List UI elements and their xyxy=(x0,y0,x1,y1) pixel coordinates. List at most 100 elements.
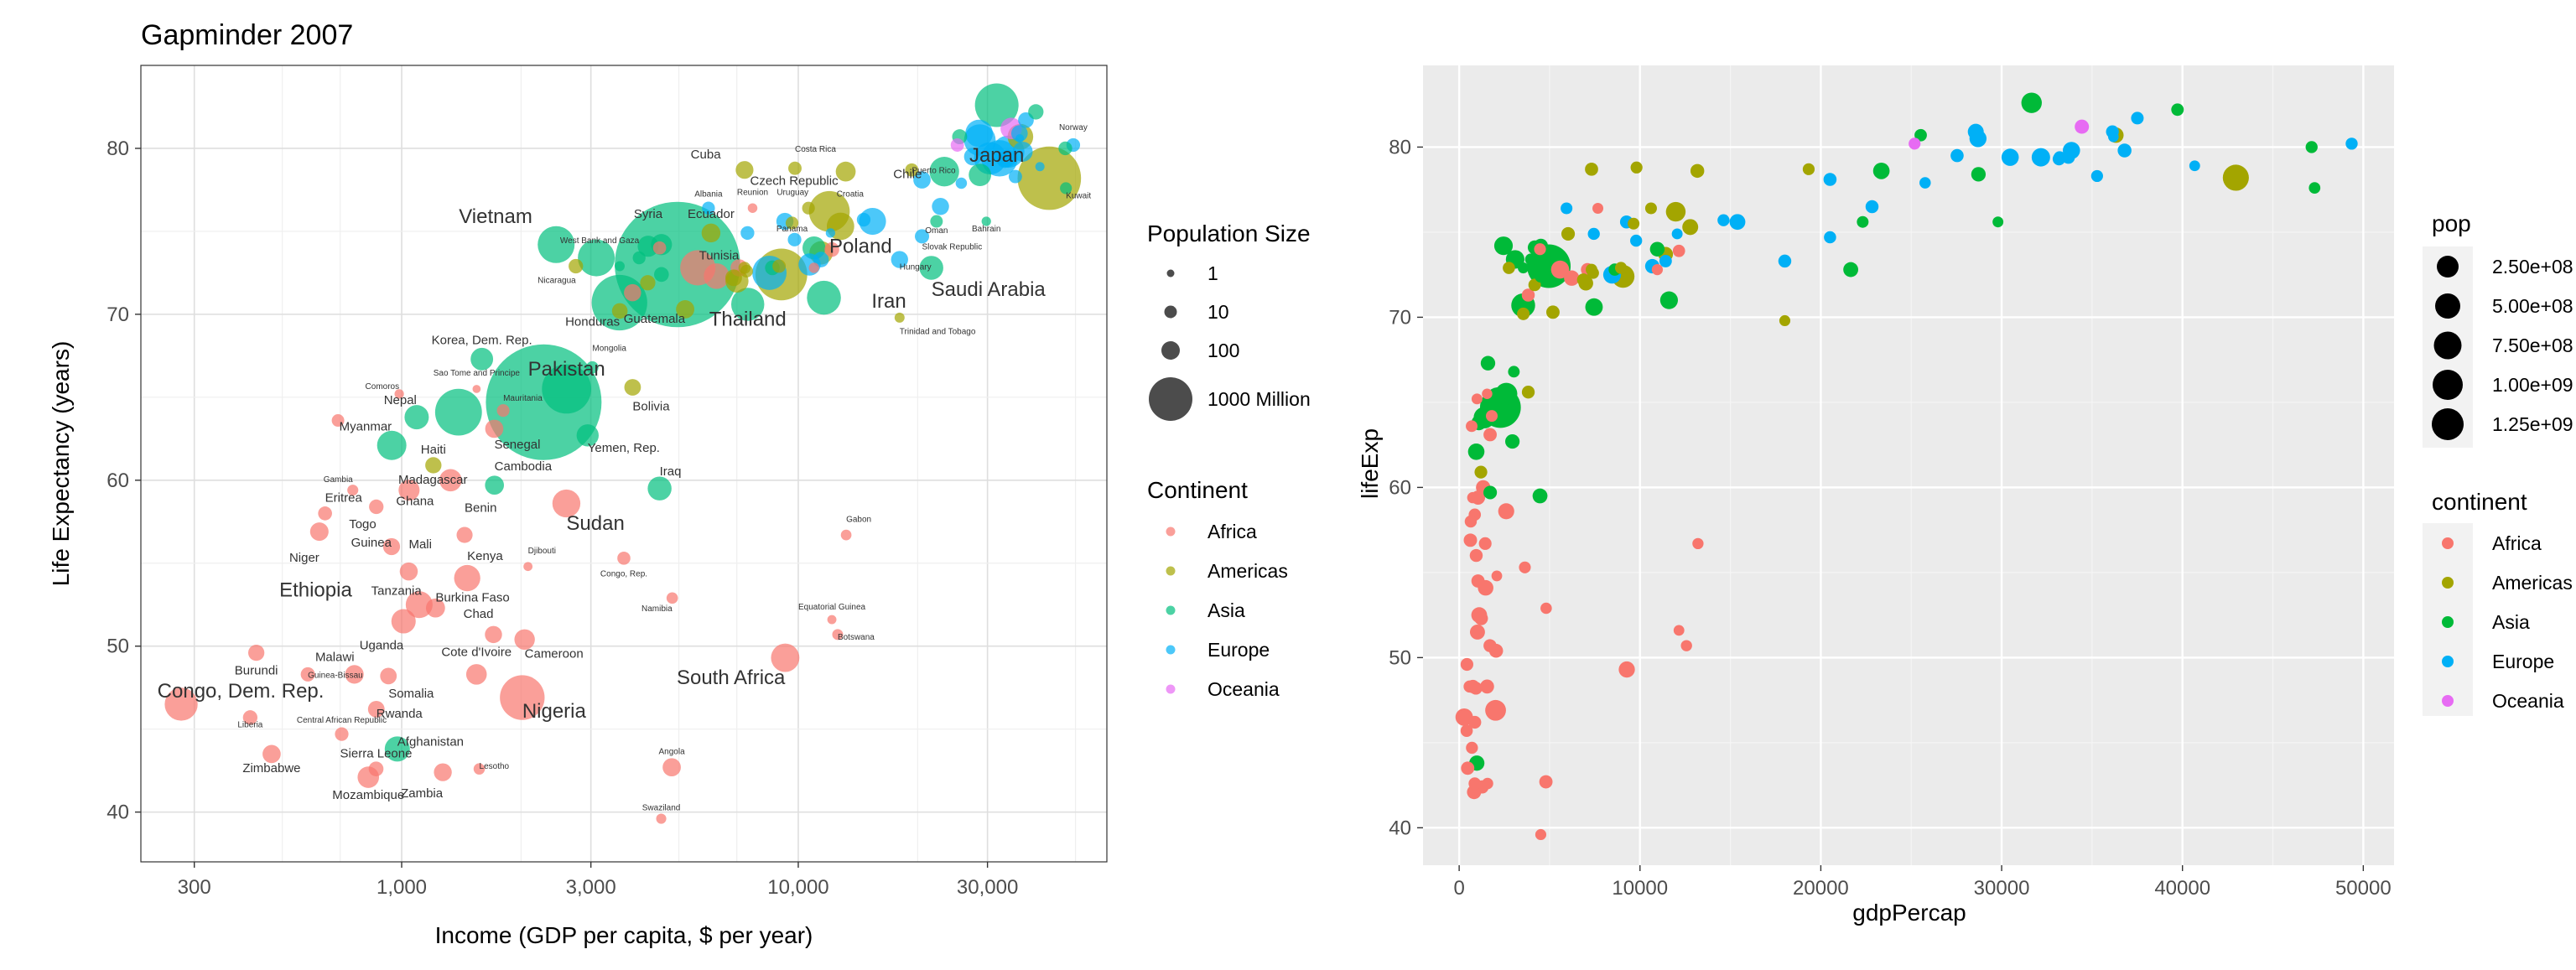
continent-legend-symbol xyxy=(2442,616,2454,628)
data-point xyxy=(2189,160,2200,172)
point-label: Syria xyxy=(634,207,663,221)
data-point xyxy=(1461,761,1475,775)
data-point xyxy=(740,226,755,241)
data-point xyxy=(807,280,841,315)
data-point xyxy=(1717,214,1730,226)
data-point xyxy=(1460,724,1473,737)
point-label: Myanmar xyxy=(340,419,392,433)
data-point xyxy=(1508,366,1520,378)
left-y-tick-label: 60 xyxy=(106,469,129,492)
point-label: Ethiopia xyxy=(279,578,352,601)
point-label: Pakistan xyxy=(528,358,605,381)
data-point xyxy=(1561,202,1573,215)
data-point xyxy=(309,522,329,542)
point-label: Namibia xyxy=(641,604,673,614)
data-point xyxy=(377,430,407,460)
data-point xyxy=(335,727,349,741)
data-point xyxy=(1857,215,1869,228)
data-point xyxy=(1483,485,1498,500)
data-point xyxy=(1517,307,1530,320)
data-point xyxy=(813,252,829,267)
data-point xyxy=(2021,92,2042,113)
left-point-labels: Japan Vietnam Pakistan Ethiopia Nigeria Congo… xyxy=(158,123,1092,812)
data-point xyxy=(825,228,836,238)
left-axis-ticks: 300 1,000 3,000 10,000 30,000 40 50 60 70 80 xyxy=(106,137,1018,899)
data-point xyxy=(398,480,420,501)
data-point xyxy=(391,609,416,634)
data-point xyxy=(1592,203,1604,214)
data-point xyxy=(1464,515,1478,528)
data-point xyxy=(1651,263,1664,276)
data-point xyxy=(1521,288,1535,302)
left-data-points xyxy=(164,83,1082,824)
continent-legend-label: Americas xyxy=(2492,572,2573,594)
data-point xyxy=(738,262,751,274)
data-point xyxy=(1008,169,1022,184)
data-point xyxy=(1680,640,1692,651)
point-label: Chad xyxy=(464,607,494,621)
data-point xyxy=(840,529,852,541)
point-label: Kuwait xyxy=(1066,191,1091,200)
data-point xyxy=(1485,699,1506,721)
point-label: Kenya xyxy=(467,549,503,563)
continent-legend-symbol xyxy=(1166,566,1176,576)
data-point xyxy=(1480,355,1496,371)
data-point xyxy=(1659,291,1678,309)
point-label: Mozambique xyxy=(332,788,404,802)
data-point xyxy=(2222,164,2249,191)
data-point xyxy=(1028,104,1044,120)
continent-legend-symbol xyxy=(1166,684,1176,694)
right-plot-background xyxy=(1423,65,2394,865)
data-point xyxy=(1585,298,1603,316)
pop-legend-symbol xyxy=(2435,293,2460,319)
continent-legend-symbol xyxy=(1166,605,1176,615)
point-label: Angola xyxy=(659,747,686,756)
right-y-tick-label: 40 xyxy=(1389,817,1411,839)
data-point xyxy=(1690,163,1705,179)
point-label: Cameroon xyxy=(525,647,584,661)
point-label: Mali xyxy=(408,537,432,552)
left-x-tick-label: 300 xyxy=(178,876,211,899)
continent-legend-symbol xyxy=(2442,577,2454,589)
data-point xyxy=(1532,488,1548,504)
right-y-axis-label: lifeExp xyxy=(1357,428,1383,499)
data-point xyxy=(1778,254,1792,268)
pop-legend-symbol xyxy=(2437,256,2459,278)
data-point xyxy=(425,598,445,618)
point-label: Comoros xyxy=(366,382,400,392)
continent-legend-label: Oceania xyxy=(2492,690,2564,712)
left-y-axis-label: Life Expectancy (years) xyxy=(48,341,74,587)
data-point xyxy=(856,212,871,227)
data-point xyxy=(788,161,802,175)
data-point xyxy=(787,232,802,246)
data-point xyxy=(724,269,742,287)
data-point xyxy=(1060,182,1072,195)
point-label: Bolivia xyxy=(632,400,670,414)
data-point xyxy=(1491,570,1503,582)
data-point xyxy=(538,226,575,263)
pop-legend-label: 2.50e+08 xyxy=(2492,256,2573,278)
pop-legend-symbol xyxy=(2432,408,2464,440)
data-point xyxy=(652,241,667,255)
left-plot-border xyxy=(140,65,1108,863)
point-label: Chile xyxy=(893,168,922,182)
data-point xyxy=(394,389,404,399)
size-legend-symbol xyxy=(1166,269,1175,278)
data-point xyxy=(1524,253,1537,266)
data-point xyxy=(1649,241,1665,257)
data-point xyxy=(367,701,385,718)
data-point xyxy=(969,163,992,187)
data-point xyxy=(1628,217,1640,230)
data-point xyxy=(1471,393,1483,405)
data-point xyxy=(653,267,669,283)
left-x-tick-label: 1,000 xyxy=(377,876,427,899)
data-point xyxy=(1550,260,1570,279)
data-point xyxy=(929,157,959,187)
data-point xyxy=(1587,227,1600,241)
data-point xyxy=(1463,533,1478,547)
pop-legend-label: 5.00e+08 xyxy=(2492,295,2573,317)
data-point xyxy=(1467,491,1479,504)
data-point xyxy=(1482,777,1493,790)
data-point xyxy=(1483,428,1497,442)
data-point xyxy=(666,592,678,604)
